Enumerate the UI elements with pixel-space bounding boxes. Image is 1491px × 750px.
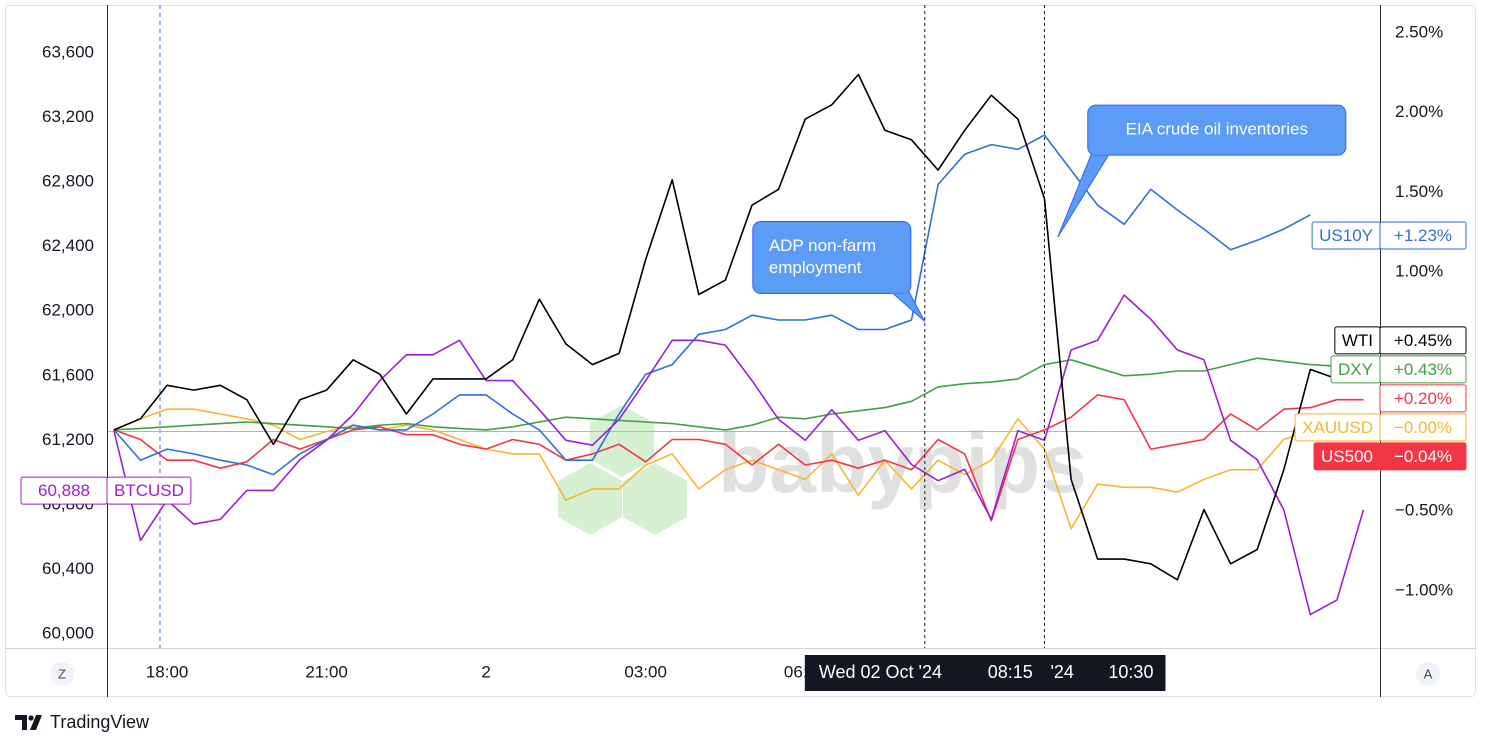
scale-label-name: US500 bbox=[1321, 447, 1373, 466]
callout-box bbox=[1087, 104, 1347, 156]
brand-logo-dot[interactable] bbox=[28, 715, 34, 721]
scale-label-name: XAUUSD bbox=[1302, 418, 1373, 437]
callout-text: EIA crude oil inventories bbox=[1126, 120, 1308, 139]
series-line bbox=[113, 134, 1311, 476]
scale-label-value: +0.45% bbox=[1394, 331, 1452, 350]
y2-tick-label: 2.50% bbox=[1395, 23, 1443, 42]
crosshair-label: Wed 02 Oct '24 08:15 bbox=[804, 655, 1045, 691]
series-line bbox=[113, 408, 1364, 530]
watermark-text: babypips bbox=[718, 416, 1087, 510]
watermark-cube bbox=[558, 463, 622, 535]
x-tick-label: 18:00 bbox=[146, 662, 189, 681]
crosshair-label-bg bbox=[804, 655, 1045, 691]
crosshair-date: '24 bbox=[1050, 662, 1073, 682]
scale-label-name-box bbox=[1311, 221, 1381, 250]
y2-tick-label: −1.00% bbox=[1395, 580, 1453, 599]
series-line bbox=[113, 73, 1364, 581]
callout-text: employment bbox=[769, 258, 862, 277]
brand-name[interactable]: TradingView bbox=[50, 712, 150, 732]
button-z[interactable]: Z bbox=[50, 662, 74, 686]
crosshair-date: Wed 02 Oct '24 bbox=[819, 662, 942, 682]
scale-label-value: −0.00% bbox=[1394, 418, 1452, 437]
crosshair-time: 08:15 bbox=[988, 662, 1033, 682]
scale-label: 60,888 BTCUSD bbox=[20, 476, 192, 505]
scale-label-value: 60,888 bbox=[38, 481, 90, 500]
watermark-cube bbox=[623, 463, 687, 535]
callout-seam bbox=[1092, 152, 1109, 156]
brand-logo[interactable] bbox=[15, 715, 42, 730]
crosshair-label-bg bbox=[1040, 655, 1166, 691]
y-tick-label: 62,800 bbox=[42, 172, 94, 191]
scale-label-name: BTCUSD bbox=[114, 481, 184, 500]
scale-label: +1.23% US10Y bbox=[1311, 221, 1467, 250]
series-line bbox=[113, 294, 1365, 616]
callout: EIA crude oil inventories bbox=[1057, 104, 1347, 238]
scale-label: −0.00% XAUUSD bbox=[1294, 413, 1467, 442]
scale-label-name-box bbox=[1294, 413, 1381, 442]
x-tick-label: 03:00 bbox=[624, 662, 667, 681]
y-tick-label: 61,600 bbox=[42, 365, 94, 384]
callout: ADP non-farm employment bbox=[752, 221, 926, 322]
y-tick-label: 60,000 bbox=[42, 623, 94, 642]
scale-label-name: WTI bbox=[1342, 331, 1373, 350]
brand[interactable]: TradingView bbox=[15, 712, 150, 732]
button-label[interactable]: A bbox=[1424, 666, 1433, 681]
x-tick-label: 2 bbox=[481, 662, 490, 681]
scale-label-name-box bbox=[1313, 442, 1381, 471]
scale-label-value: −0.04% bbox=[1394, 447, 1452, 466]
y-tick-label: 63,600 bbox=[42, 43, 94, 62]
y-tick-label: 60,400 bbox=[42, 559, 94, 578]
scale-label-name-box bbox=[1330, 355, 1381, 384]
watermark-cube bbox=[590, 405, 654, 477]
scale-label-name: DXY bbox=[1338, 360, 1373, 379]
crosshair-time: 10:30 bbox=[1108, 662, 1153, 682]
button-label[interactable]: Z bbox=[58, 666, 66, 681]
y2-tick-label: 2.00% bbox=[1395, 102, 1443, 121]
y2-tick-label: 1.00% bbox=[1395, 262, 1443, 281]
plot-area bbox=[107, 73, 1380, 616]
scale-label-value: +1.23% bbox=[1394, 226, 1452, 245]
scale-label-name: US10Y bbox=[1319, 226, 1373, 245]
button-bg[interactable] bbox=[50, 662, 74, 686]
overlay: ADP non-farm employment EIA crude oil inve… bbox=[752, 5, 1347, 648]
x-tick-label: 21:00 bbox=[305, 662, 348, 681]
button-bg[interactable] bbox=[1416, 662, 1440, 686]
scale-label: +0.45% WTI bbox=[1334, 326, 1467, 355]
callout-seam bbox=[891, 290, 908, 294]
y-tick-label: 61,200 bbox=[42, 430, 94, 449]
scale-label-value: +0.20% bbox=[1394, 389, 1452, 408]
scale-label: +0.43% DXY bbox=[1330, 355, 1467, 384]
crosshair-label: '24 10:30 bbox=[1040, 655, 1166, 691]
y-tick-label: 63,200 bbox=[42, 107, 94, 126]
scale-label-name-box bbox=[1334, 326, 1381, 355]
series-line bbox=[113, 357, 1364, 431]
chart-frame bbox=[5, 5, 1476, 697]
callout-text: ADP non-farm bbox=[769, 236, 876, 255]
scale-label: +0.20% bbox=[1379, 384, 1467, 413]
scale-label: −0.04% US500 bbox=[1313, 442, 1467, 471]
callout-box bbox=[752, 221, 912, 295]
button-a[interactable]: A bbox=[1416, 662, 1440, 686]
y-tick-label: 62,400 bbox=[42, 236, 94, 255]
scale-label-name-box bbox=[106, 476, 192, 505]
scale-label-box bbox=[1379, 384, 1467, 413]
y2-tick-label: −0.50% bbox=[1395, 501, 1453, 520]
scale-label-value: +0.43% bbox=[1394, 360, 1452, 379]
y2-tick-label: 1.50% bbox=[1395, 182, 1443, 201]
y-tick-label: 62,000 bbox=[42, 301, 94, 320]
